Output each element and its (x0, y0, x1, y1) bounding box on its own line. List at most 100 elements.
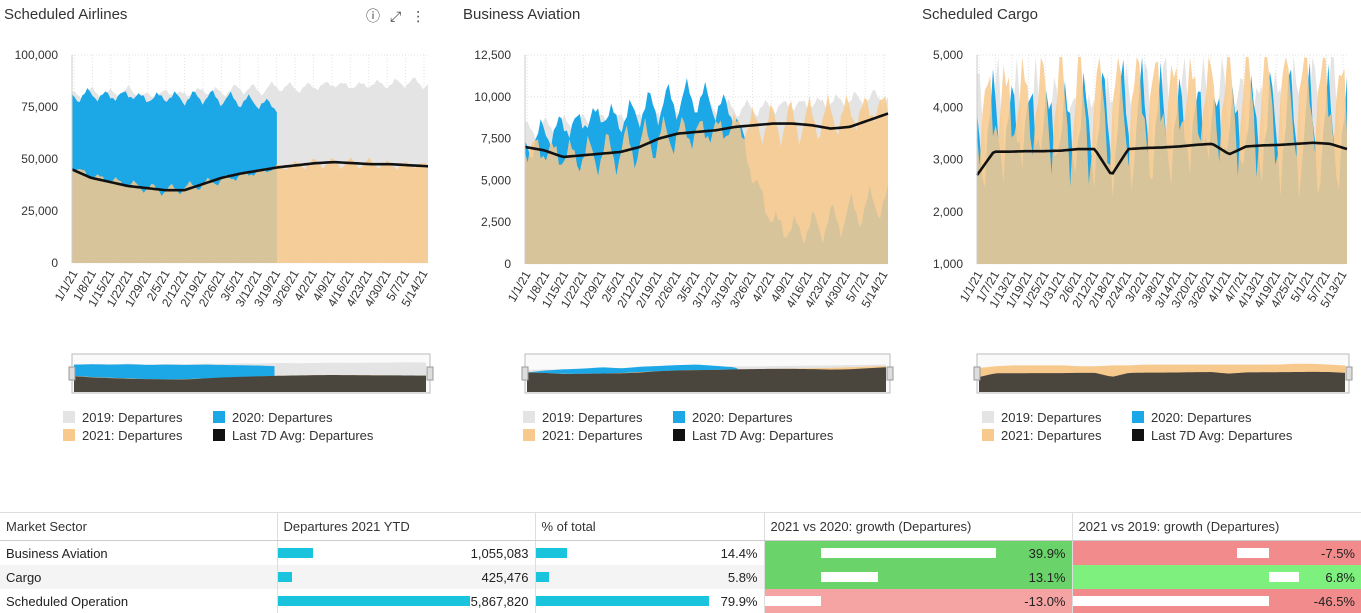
legend-swatch (982, 429, 994, 441)
growth-2019-value: -46.5% (1313, 593, 1355, 609)
cell-pct-total: 79.9% (534, 589, 764, 613)
chart-title: Business Aviation (463, 6, 581, 23)
y-tick-label: 0 (51, 256, 58, 270)
table-header-row: Market Sector Departures 2021 YTD % of t… (0, 512, 1361, 541)
cell-growth-2019: -46.5% (1071, 589, 1361, 613)
growth-bar (1073, 596, 1269, 606)
y-tick-label: 2,500 (481, 215, 511, 229)
area-2021 (977, 57, 1347, 264)
y-tick-label: 100,000 (15, 48, 59, 62)
line-7d-avg (71, 160, 429, 192)
area-2021 (525, 93, 888, 264)
legend-label[interactable]: 2020: Departures (232, 410, 333, 425)
growth-bar (1268, 572, 1299, 582)
y-tick-label: 50,000 (21, 152, 58, 166)
navigator-handle-right (1345, 366, 1353, 381)
col-header-growth-2020[interactable]: 2021 vs 2020: growth (Departures) (763, 512, 1072, 541)
chart-legend: 2019: Departures 2020: Departures 2021: … (63, 410, 433, 450)
expand-icon[interactable]: ⤢ (390, 8, 402, 24)
col-header-growth-2019[interactable]: 2021 vs 2019: growth (Departures) (1071, 512, 1361, 541)
growth-bar (820, 572, 878, 582)
y-tick-label: 25,000 (21, 204, 58, 218)
cell-market-sector: Business Aviation (6, 545, 108, 561)
growth-2019-value: -7.5% (1321, 545, 1355, 561)
chart-svg: 100,00075,00050,00025,00001/1/211/8/211/… (15, 48, 434, 394)
y-tick-label: 10,000 (474, 90, 511, 104)
y-tick-label: 75,000 (21, 100, 58, 114)
line-7d-avg (975, 141, 1348, 176)
growth-2020-value: 13.1% (1028, 569, 1066, 585)
table-row[interactable]: Cargo 425,476 5.8% 13.1% 6.8% (0, 565, 1361, 589)
departures-bar (278, 596, 470, 606)
navigator-area-avg (979, 371, 1345, 392)
legend-swatch (523, 411, 535, 423)
growth-bar (765, 596, 821, 606)
navigator-handle-left (973, 366, 981, 381)
legend-swatch (213, 411, 225, 423)
departures-bar (278, 548, 313, 558)
y-tick-label: 7,500 (481, 132, 511, 146)
navigator-handle-right (426, 366, 434, 381)
pct-value: 14.4% (720, 545, 758, 561)
col-header-pct-total[interactable]: % of total (534, 512, 764, 541)
growth-2020-value: -13.0% (1024, 593, 1066, 609)
pct-bar (536, 596, 709, 606)
legend-label[interactable]: 2019: Departures (542, 410, 643, 425)
cell-market-sector: Cargo (0, 565, 277, 589)
y-tick-label: 4,000 (933, 100, 963, 114)
legend-swatch (63, 411, 75, 423)
y-tick-label: 5,000 (933, 48, 963, 62)
growth-2020-value: 39.9% (1028, 545, 1066, 561)
chart-panel-business-aviation: Business Aviation 12,500 10,000 7,500 5,000… (459, 0, 899, 460)
legend-label[interactable]: 2020: Departures (1151, 410, 1252, 425)
chart-legend: 2019: Departures 2020: Departures 2021: … (523, 410, 893, 450)
market-sector-table: Market Sector Departures 2021 YTD % of t… (0, 512, 1361, 613)
cell-market-sector: Scheduled Operation (6, 593, 129, 609)
table-row[interactable]: Scheduled Operation 5,867,820 79.9% -13.0% -… (0, 589, 1361, 613)
legend-swatch (63, 429, 75, 441)
navigator-handle-left (68, 366, 76, 381)
pct-value: 5.8% (727, 569, 758, 585)
y-tick-label: 5,000 (481, 173, 511, 187)
chart-svg: 5,0004,0003,0002,0001,0001/1/211/7/211/1… (933, 48, 1353, 394)
cell-growth-2019: -7.5% (1071, 540, 1361, 565)
legend-label[interactable]: 2019: Departures (1001, 410, 1102, 425)
col-header-departures[interactable]: Departures 2021 YTD (276, 512, 535, 541)
legend-label[interactable]: 2021: Departures (82, 428, 183, 443)
col-header-market-sector[interactable]: Market Sector (0, 512, 277, 541)
legend-label[interactable]: 2021: Departures (542, 428, 643, 443)
legend-swatch (523, 429, 535, 441)
cell-growth-2020: 39.9% (763, 540, 1072, 565)
legend-swatch (982, 411, 994, 423)
departures-value: 5,867,820 (470, 593, 529, 609)
chart-title: Scheduled Airlines (4, 6, 128, 23)
navigator-handle-right (886, 366, 894, 381)
legend-label[interactable]: Last 7D Avg: Departures (1151, 428, 1293, 443)
cell-departures: 5,867,820 (276, 589, 535, 613)
growth-bar (820, 548, 996, 558)
legend-swatch (1132, 429, 1144, 441)
chart-panel-scheduled-airlines: Scheduled Airlines ⓘ ⤢ ⋮ 100,000 75,000 50,0… (0, 0, 440, 460)
chart-title: Scheduled Cargo (922, 6, 1038, 23)
legend-label[interactable]: 2019: Departures (82, 410, 183, 425)
legend-label[interactable]: Last 7D Avg: Departures (232, 428, 374, 443)
legend-label[interactable]: 2021: Departures (1001, 428, 1102, 443)
growth-2019-value: 6.8% (1325, 569, 1355, 585)
legend-label[interactable]: 2020: Departures (692, 410, 793, 425)
pct-value: 79.9% (720, 593, 758, 609)
info-icon[interactable]: ⓘ (366, 8, 380, 24)
pct-bar (536, 572, 549, 582)
chart-svg: 12,50010,0007,5005,0002,50001/1/211/8/21… (474, 48, 894, 394)
cell-growth-2019: 6.8% (1071, 565, 1361, 589)
more-icon[interactable]: ⋮ (411, 8, 426, 24)
legend-swatch (673, 429, 685, 441)
cell-departures: 1,055,083 (276, 540, 535, 565)
cell-pct-total: 5.8% (534, 565, 764, 589)
table-row[interactable]: Business Aviation 1,055,083 14.4% 39.9% -7.5… (0, 540, 1361, 565)
legend-swatch (213, 429, 225, 441)
y-tick-label: 1,000 (933, 257, 963, 271)
legend-label[interactable]: Last 7D Avg: Departures (692, 428, 834, 443)
chart-legend: 2019: Departures 2020: Departures 2021: … (982, 410, 1352, 450)
cell-growth-2020: -13.0% (763, 589, 1072, 613)
legend-swatch (673, 411, 685, 423)
